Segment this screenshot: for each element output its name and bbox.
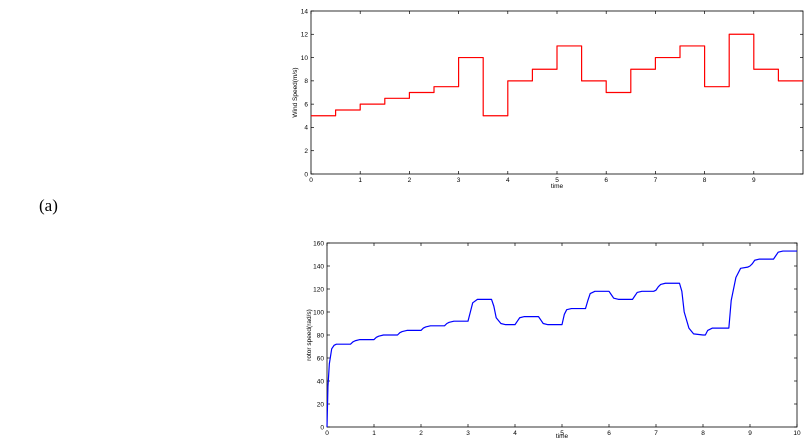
- chart2-ytick-label: 40: [317, 378, 325, 385]
- chart1-xtick-label: 3: [457, 177, 461, 184]
- chart1-series-line: [311, 33, 803, 117]
- chart1-ytick-label: 14: [301, 8, 309, 15]
- chart1-ytick-label: 8: [304, 78, 308, 85]
- chart2-xtick-label: 2: [419, 430, 423, 437]
- chart2-ytick-label: 60: [317, 355, 325, 362]
- chart2-xlabel: time: [556, 433, 569, 440]
- chart2-xtick-label: 1: [372, 430, 376, 437]
- chart2-xtick-label: 5: [560, 430, 564, 437]
- chart2-ytick-label: 140: [313, 263, 324, 270]
- chart2-ytick-label: 120: [313, 286, 324, 293]
- chart2-ylabel: rotor speed(rad/s): [306, 309, 313, 361]
- chart1-xtick-label: 0: [309, 177, 313, 184]
- figure-label: (a): [39, 196, 58, 215]
- chart2-ytick-label: 80: [317, 332, 325, 339]
- chart2-xtick-label: 0: [325, 430, 329, 437]
- chart1-ytick-label: 6: [304, 101, 308, 108]
- chart2-xtick-label: 3: [466, 430, 470, 437]
- chart2-xtick-label: 7: [654, 430, 658, 437]
- chart2-xtick-label: 10: [793, 430, 801, 437]
- chart2-ytick-label: 20: [317, 401, 325, 408]
- chart1-xtick-label: 1: [358, 177, 362, 184]
- chart1-xtick-label: 8: [703, 177, 707, 184]
- chart2-xtick-label: 8: [701, 430, 705, 437]
- chart1-ytick-label: 0: [304, 171, 308, 178]
- chart1-xtick-label: 9: [752, 177, 756, 184]
- chart2-series-line: [326, 250, 797, 428]
- chart1-xlabel: time: [551, 183, 564, 190]
- chart2-ytick-label: 0: [320, 424, 324, 431]
- chart1-xtick-label: 2: [408, 177, 412, 184]
- chart2-xtick-label: 4: [513, 430, 517, 437]
- chart1-xtick-label: 5: [555, 177, 559, 184]
- chart1-ytick-label: 4: [304, 125, 308, 132]
- chart2-xtick-label: 6: [607, 430, 611, 437]
- chart1-xtick-label: 4: [506, 177, 510, 184]
- chart1-ytick-label: 2: [304, 148, 308, 155]
- chart1-ylabel: Wind Speed(m/s): [292, 67, 299, 117]
- chart1-ytick-label: 10: [301, 55, 309, 62]
- chart1-xtick-label: 7: [654, 177, 658, 184]
- chart1-ytick-label: 12: [301, 32, 309, 39]
- chart2-xtick-label: 9: [748, 430, 752, 437]
- chart2-ytick-label: 100: [313, 309, 324, 316]
- chart1-xtick-label: 6: [604, 177, 608, 184]
- chart2-ytick-label: 160: [313, 240, 324, 247]
